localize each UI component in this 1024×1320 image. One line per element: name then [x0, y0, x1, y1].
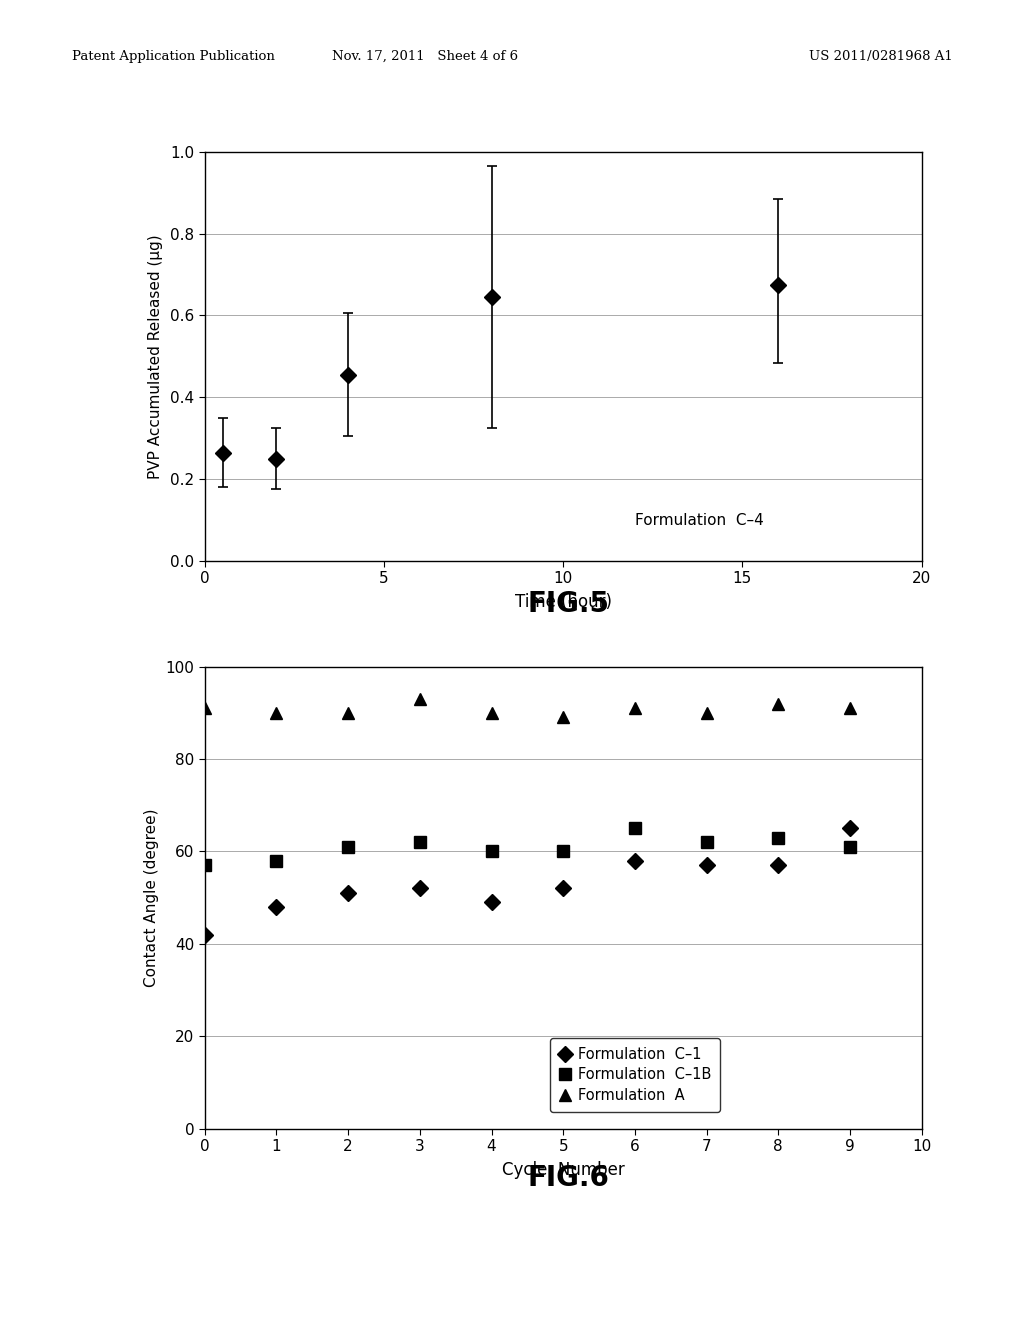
X-axis label: Time (hour): Time (hour): [515, 594, 611, 611]
Y-axis label: Contact Angle (degree): Contact Angle (degree): [143, 808, 159, 987]
Text: FIG.5: FIG.5: [527, 590, 609, 618]
Text: US 2011/0281968 A1: US 2011/0281968 A1: [809, 50, 952, 63]
Text: Formulation  C–4: Formulation C–4: [635, 513, 764, 528]
Legend: Formulation  C–1, Formulation  C–1B, Formulation  A: Formulation C–1, Formulation C–1B, Formu…: [550, 1038, 720, 1111]
Text: FIG.6: FIG.6: [527, 1164, 609, 1192]
X-axis label: Cycle  Number: Cycle Number: [502, 1162, 625, 1179]
Text: Nov. 17, 2011   Sheet 4 of 6: Nov. 17, 2011 Sheet 4 of 6: [332, 50, 518, 63]
Y-axis label: PVP Accumulated Released (μg): PVP Accumulated Released (μg): [148, 234, 163, 479]
Text: Patent Application Publication: Patent Application Publication: [72, 50, 274, 63]
